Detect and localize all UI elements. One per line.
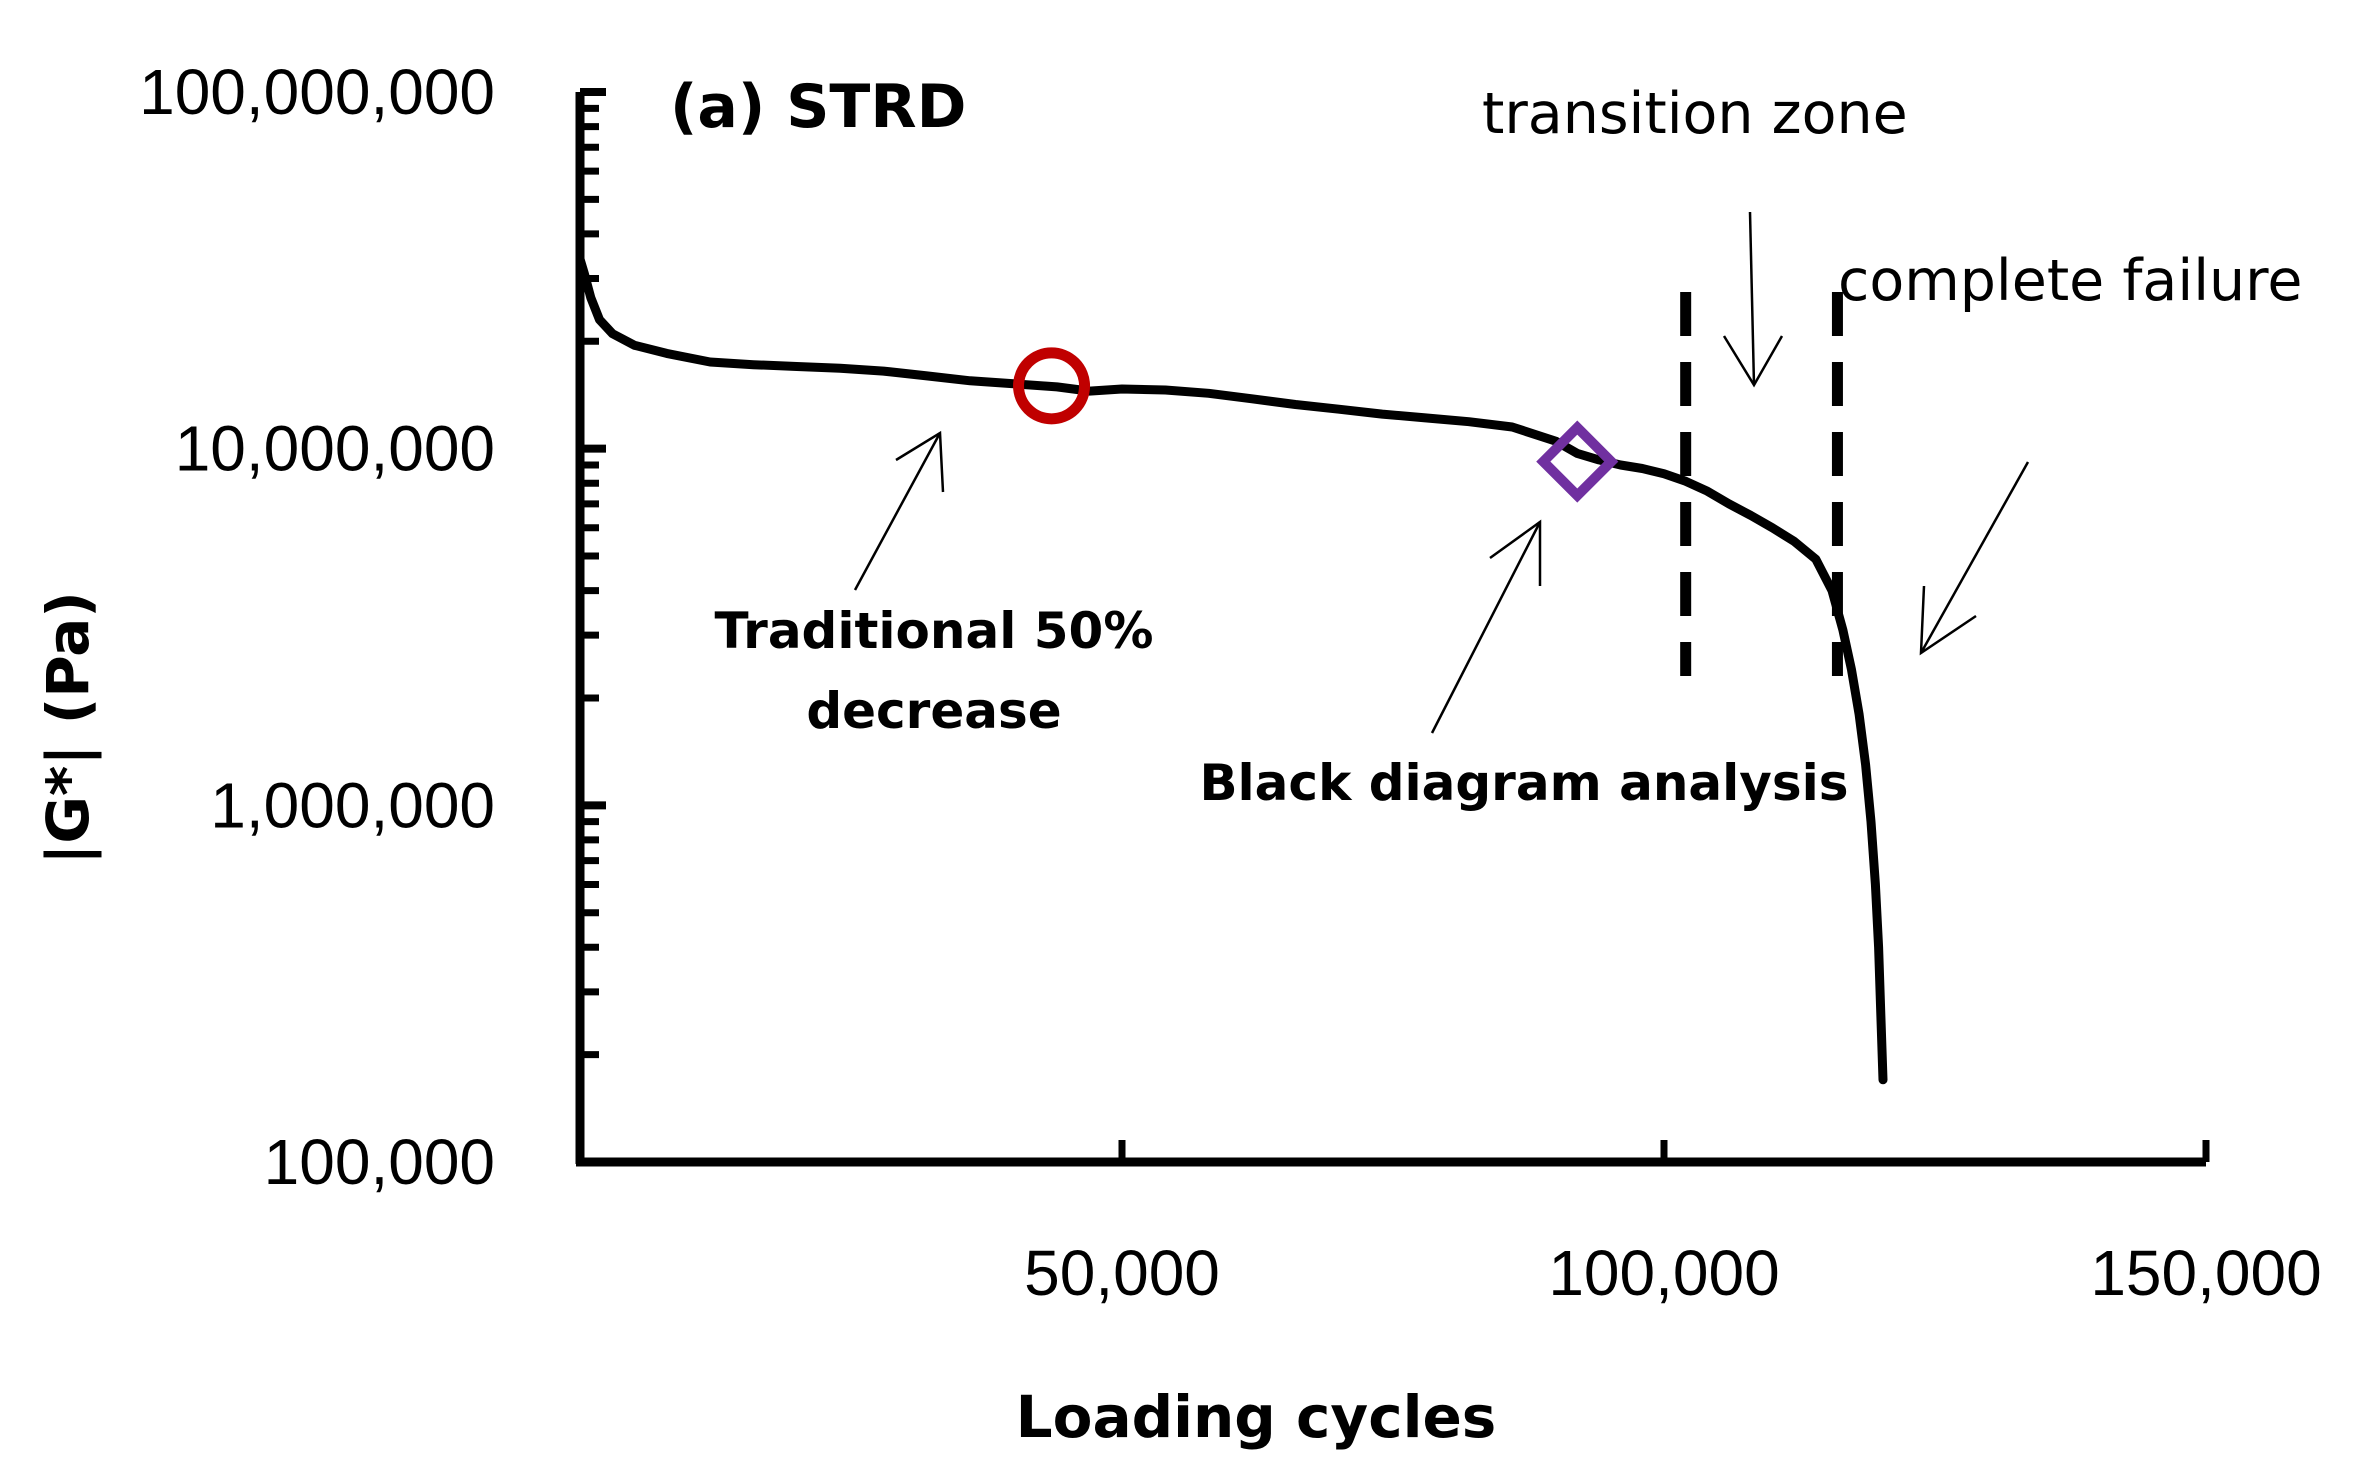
y-axis-title: |G*| (Pa) (34, 591, 102, 865)
arrow-transition-zone (1722, 211, 1784, 388)
transition-zone-lines (1680, 292, 1843, 676)
annotation-traditional-line1: Traditional 50% (715, 602, 1154, 660)
x-tick-label: 50,000 (1024, 1237, 1220, 1309)
y-tick-label: 100,000 (264, 1126, 495, 1198)
y-tick-labels: 100,000 1,000,000 10,000,000 100,000,000 (139, 56, 495, 1198)
x-tick-label: 100,000 (1548, 1237, 1779, 1309)
marker-traditional-50-percent (1013, 347, 1091, 425)
chart-title: (a) STRD (670, 72, 966, 142)
x-tick-label: 150,000 (2090, 1237, 2321, 1309)
annotation-traditional-line2: decrease (806, 682, 1061, 740)
x-tick-labels: 50,000 100,000 150,000 (1024, 1237, 2322, 1309)
arrow-traditional (853, 430, 945, 591)
y-tick-label: 1,000,000 (210, 769, 495, 841)
arrow-black-diagram (1430, 519, 1542, 734)
annotation-black-diagram: Black diagram analysis (1199, 754, 1848, 812)
series-line-gstar (575, 254, 1888, 1085)
y-tick-label: 100,000,000 (139, 56, 495, 128)
annotation-arrows (853, 211, 2030, 734)
annotation-complete-failure: complete failure (1838, 248, 2302, 314)
y-major-ticks (580, 88, 606, 1166)
marker-black-diagram (1536, 420, 1619, 503)
x-axis-title: Loading cycles (1016, 1383, 1497, 1451)
y-minor-ticks (580, 104, 599, 1059)
annotation-transition-zone: transition zone (1482, 81, 1908, 147)
y-tick-label: 10,000,000 (175, 413, 495, 485)
x-ticks (1118, 1140, 2210, 1162)
arrow-complete-failure (1919, 461, 2030, 656)
